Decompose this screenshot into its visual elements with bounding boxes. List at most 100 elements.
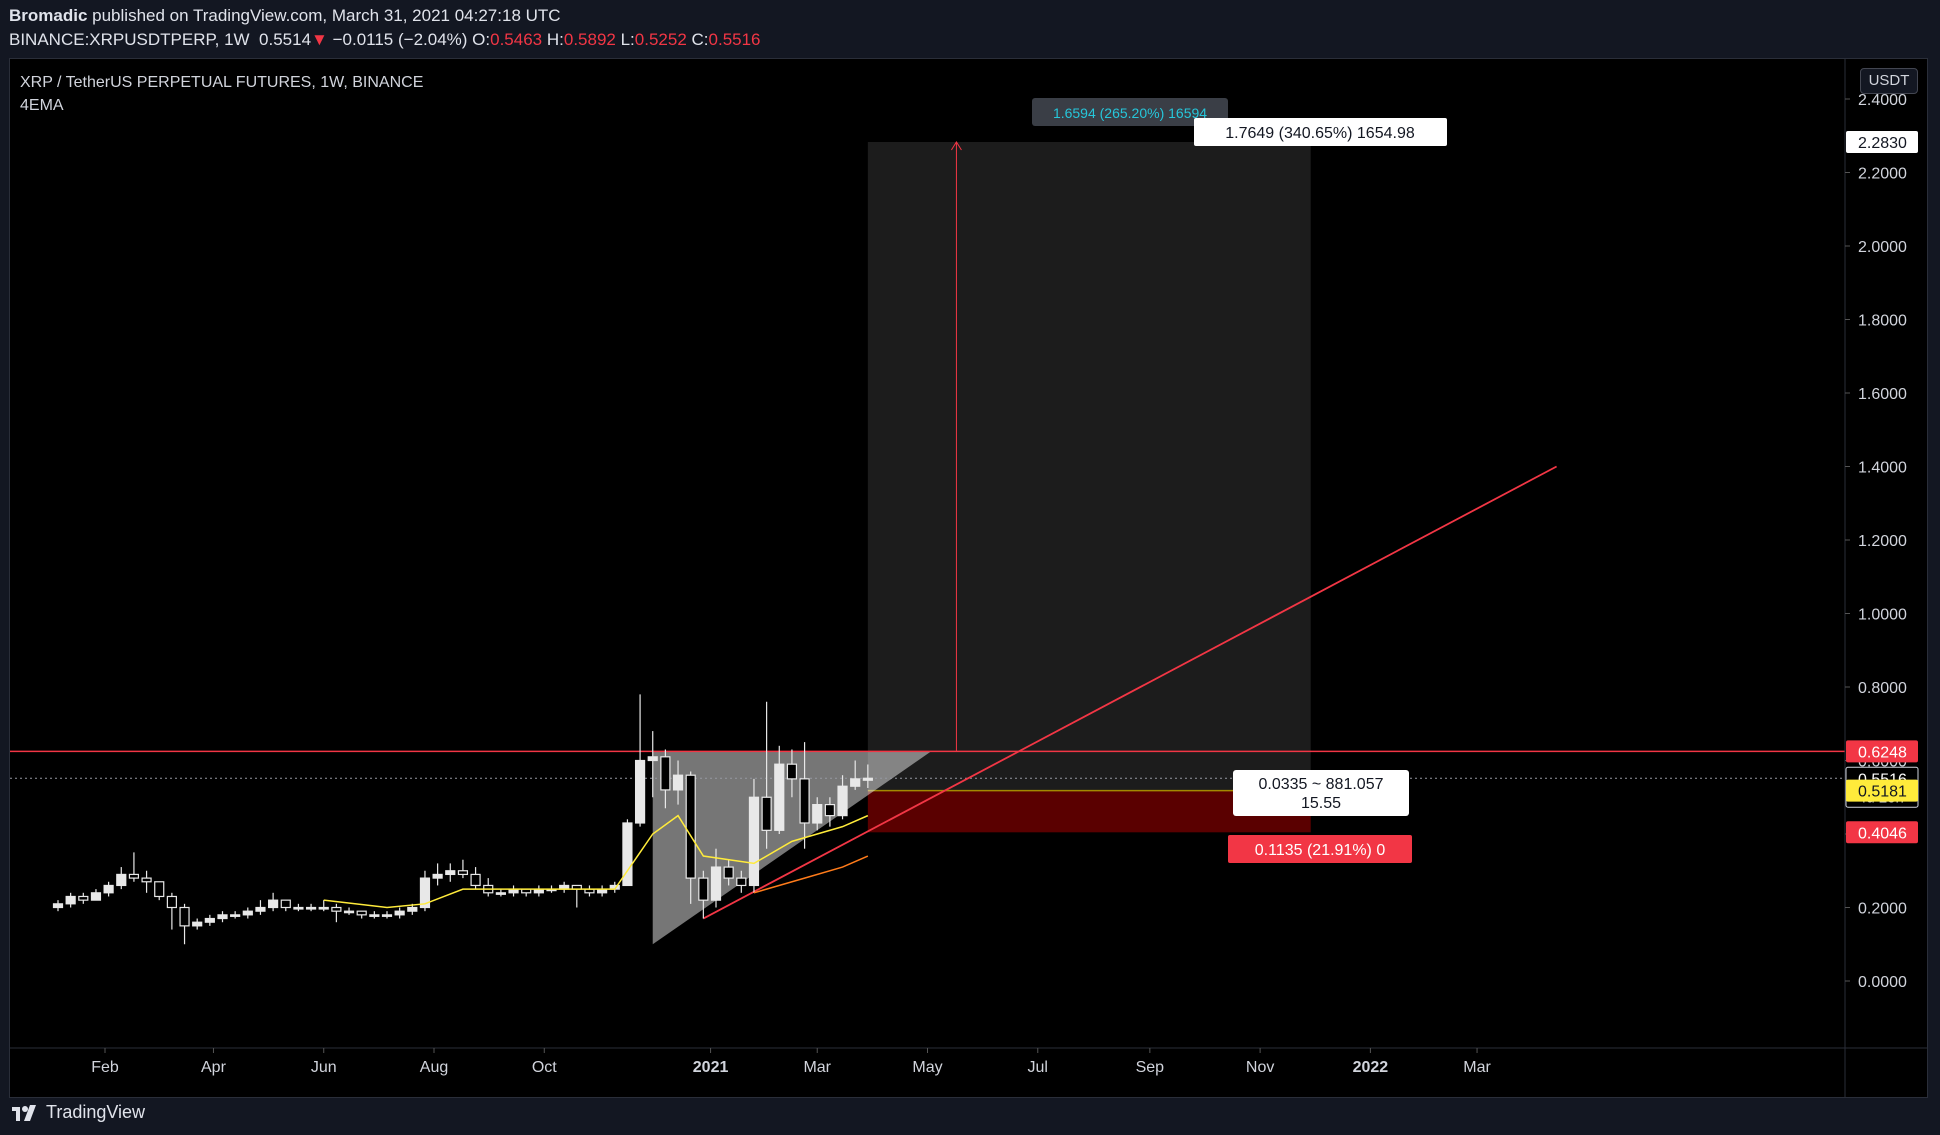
candle-body xyxy=(116,873,127,887)
measure-label-box xyxy=(1032,98,1228,126)
candle-body xyxy=(179,906,190,927)
candle-body xyxy=(824,803,835,817)
close-value: 0.5516 xyxy=(708,30,761,49)
time-tick-label: 2021 xyxy=(693,1059,729,1076)
target-zone xyxy=(867,141,1311,791)
candle-body xyxy=(280,899,291,909)
high-value: 0.5892 xyxy=(563,30,616,49)
tradingview-brand: TradingView xyxy=(46,1101,146,1122)
symbol-name: BINANCE:XRPUSDTPERP, 1W xyxy=(9,30,250,49)
candle-body xyxy=(710,866,722,901)
open-label: O: xyxy=(472,30,491,49)
candle-body xyxy=(723,866,734,879)
candle-body xyxy=(242,910,253,916)
resistance-price-badge: 0.6248 xyxy=(1858,744,1907,761)
time-tick-label: Nov xyxy=(1246,1059,1274,1076)
candle-body xyxy=(381,914,393,917)
candle-body xyxy=(457,870,469,876)
chart-pane[interactable] xyxy=(9,58,1928,1098)
candle-body xyxy=(698,877,709,901)
time-tick-label: Mar xyxy=(803,1059,831,1076)
candle-body xyxy=(217,914,228,920)
time-tick-label: 2022 xyxy=(1353,1059,1389,1076)
candle-body xyxy=(850,778,861,787)
candle-body xyxy=(394,910,405,916)
candle-body xyxy=(331,906,342,912)
candle-body xyxy=(268,899,279,909)
target-price-box xyxy=(1846,130,1918,153)
candle-body xyxy=(660,756,671,791)
candle-body xyxy=(154,881,165,898)
ema-slow-line xyxy=(753,855,869,894)
low-value: 0.5252 xyxy=(634,30,687,49)
entry-price-badge-box xyxy=(1846,779,1918,802)
price-change: −0.0115 (−2.04%) xyxy=(332,30,468,49)
candle-body xyxy=(204,917,215,923)
entry-price-badge: 0.5181 xyxy=(1858,784,1907,801)
time-tick-label: Jul xyxy=(1028,1059,1048,1076)
candle-body xyxy=(799,778,810,824)
candle-body xyxy=(90,892,102,901)
candle-body xyxy=(318,906,329,910)
candle-body xyxy=(622,822,633,887)
indicator-legend[interactable]: 4EMA xyxy=(20,97,64,114)
time-tick-label: Apr xyxy=(201,1059,227,1076)
stop-price-badge-box xyxy=(1846,821,1918,844)
symbol-info: BINANCE:XRPUSDTPERP, 1W 0.5514▼ −0.0115 … xyxy=(9,30,761,50)
candle-body xyxy=(65,895,76,905)
candle-body xyxy=(78,895,89,901)
time-tick-label: Oct xyxy=(532,1059,557,1076)
open-value: 0.5463 xyxy=(490,30,543,49)
publisher-name[interactable]: Bromadic xyxy=(9,6,88,25)
price-tick-label: 0.8000 xyxy=(1858,680,1907,697)
candle-body xyxy=(230,914,241,917)
time-tick-label: Sep xyxy=(1136,1059,1165,1076)
candle-body xyxy=(672,774,684,791)
candle-body xyxy=(495,892,506,895)
ascending-trendline xyxy=(702,465,1558,920)
candle-body xyxy=(685,774,696,879)
price-tick-label: 1.4000 xyxy=(1858,460,1907,477)
footer xyxy=(0,1098,1940,1135)
down-arrow-icon: ▼ xyxy=(311,30,328,49)
candle-body xyxy=(192,921,203,927)
position-center-line1: 0.0335 ~ 881.057 xyxy=(1258,776,1383,793)
series-legend-title[interactable]: XRP / TetherUS PERPETUAL FUTURES, 1W, BI… xyxy=(20,74,424,91)
price-tick-label: 1.2000 xyxy=(1858,533,1907,550)
publish-text: published on TradingView.com, March 31, … xyxy=(87,6,561,25)
candle-body xyxy=(293,906,304,910)
candle-body xyxy=(774,763,785,831)
currency-button[interactable]: USDT xyxy=(1860,68,1918,94)
candle-body xyxy=(634,759,646,824)
position-center-line2: 15.55 xyxy=(1301,795,1341,812)
time-tick-label: Mar xyxy=(1463,1059,1491,1076)
tradingview-logo-icon xyxy=(12,1105,36,1121)
chart-header: Bromadic published on TradingView.com, M… xyxy=(0,0,1940,58)
candle-body xyxy=(52,903,64,909)
candle-body xyxy=(343,910,355,914)
close-label: C: xyxy=(691,30,709,49)
price-tick-label: 2.2000 xyxy=(1858,166,1907,183)
triangle-pattern xyxy=(652,751,932,945)
tradingview-logo[interactable]: TradingView xyxy=(10,1101,145,1123)
stop-label: 0.1135 (21.91%) 0 xyxy=(1255,842,1386,859)
candle-body xyxy=(647,756,658,762)
ema4-line xyxy=(323,814,869,909)
resistance-price-badge-box xyxy=(1846,740,1918,763)
candle-body xyxy=(837,785,848,817)
price-tick-label: 2.0000 xyxy=(1858,239,1907,256)
candle-body xyxy=(369,914,380,917)
candle-body xyxy=(407,906,418,912)
candle-body xyxy=(862,777,873,781)
target-label-box xyxy=(1194,118,1447,146)
candle-body xyxy=(736,877,747,887)
low-label: L: xyxy=(620,30,635,49)
target-label: 1.7649 (340.65%) 1654.98 xyxy=(1225,125,1415,142)
candle-body xyxy=(166,895,177,909)
time-tick-label: Jun xyxy=(311,1059,337,1076)
stop-label-box xyxy=(1228,835,1412,863)
time-tick-label: Aug xyxy=(420,1059,448,1076)
candle-body xyxy=(419,877,431,909)
candle-body xyxy=(470,873,481,887)
